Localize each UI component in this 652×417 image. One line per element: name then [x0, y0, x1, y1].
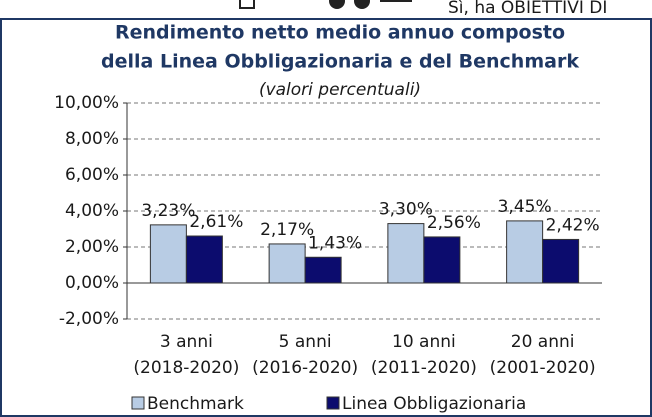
y-tick-label: 8,00% — [65, 129, 119, 149]
bar — [423, 236, 461, 284]
bar — [149, 224, 187, 284]
radio-icon — [329, 0, 345, 9]
value-label: 2,17% — [260, 220, 314, 240]
y-tick-label: -2,00% — [59, 309, 119, 329]
checkbox-icon — [239, 0, 255, 9]
legend-swatch — [131, 396, 145, 410]
chart-subtitle: (valori percentuali) — [259, 80, 421, 100]
bar — [506, 220, 544, 284]
chart-frame — [0, 18, 652, 417]
value-label: 3,45% — [498, 197, 552, 217]
x-tick-label: (2016-2020) — [252, 358, 358, 378]
legend-label: Linea Obbligazionaria — [342, 394, 526, 414]
x-tick-label: 3 anni — [160, 332, 213, 352]
bar — [268, 243, 306, 284]
x-tick-label: (2018-2020) — [133, 358, 239, 378]
value-label: 3,23% — [141, 201, 195, 221]
bar — [304, 256, 342, 284]
x-tick-label: 10 anni — [392, 332, 456, 352]
bar — [185, 235, 223, 284]
y-tick-label: 6,00% — [65, 165, 119, 185]
legend-swatch — [326, 396, 340, 410]
y-tick-label: 4,00% — [65, 201, 119, 221]
y-tick-label: 10,00% — [54, 93, 119, 113]
y-tick-label: 0,00% — [65, 273, 119, 293]
y-tick-label: 2,00% — [65, 237, 119, 257]
x-tick-label: 5 anni — [279, 332, 332, 352]
header-text: Sì, ha OBIETTIVI DI — [448, 0, 607, 18]
x-tick-label: 20 anni — [511, 332, 575, 352]
value-label: 2,61% — [189, 212, 243, 232]
radio-icon — [354, 0, 370, 9]
value-label: 1,43% — [308, 233, 362, 253]
chart-title: Rendimento netto medio annuo composto — [115, 22, 565, 44]
value-label: 2,42% — [546, 215, 600, 235]
bar — [542, 238, 580, 284]
value-label: 2,56% — [427, 213, 481, 233]
value-label: 3,30% — [379, 200, 433, 220]
legend-label: Benchmark — [147, 394, 244, 414]
bar — [387, 223, 425, 284]
x-tick-label: (2011-2020) — [371, 358, 477, 378]
x-tick-label: (2001-2020) — [490, 358, 596, 378]
chart-title: della Linea Obbligazionaria e del Benchm… — [101, 51, 579, 73]
